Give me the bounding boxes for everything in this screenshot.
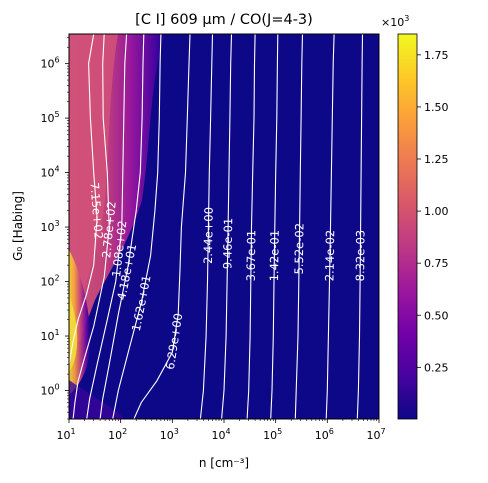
y-axis-label: G₀ [Habing] — [11, 191, 25, 261]
x-tick-label: 104 — [211, 427, 230, 442]
x-tick-base: 10 — [366, 429, 380, 442]
y-tick-exp: 0 — [54, 383, 59, 392]
x-tick-base: 10 — [56, 429, 70, 442]
x-tick-label: 102 — [108, 427, 127, 442]
heatmap-region-mid — [69, 34, 118, 330]
contour-label: 3.67e-01 — [244, 230, 259, 282]
contour-line — [356, 34, 364, 419]
x-tick-exp: 3 — [174, 427, 179, 436]
x-tick-label: 105 — [263, 427, 282, 442]
y-tick-base: 10 — [40, 221, 54, 234]
y-tick-exp: 2 — [54, 274, 59, 283]
y-tick-base: 10 — [40, 385, 54, 398]
colorbar-ticks: 0.25 0.50 0.75 1.00 1.25 1.50 1.75 — [417, 49, 449, 374]
colorbar-tick-label: 1.50 — [424, 101, 449, 114]
x-tick-label: 107 — [366, 427, 385, 442]
contour-line — [246, 34, 256, 419]
colorbar-multiplier-exp: 3 — [404, 14, 409, 23]
x-tick-label: 101 — [56, 427, 75, 442]
x-tick-base: 10 — [315, 429, 329, 442]
x-tick-label: 103 — [160, 427, 179, 442]
colorbar-multiplier: ×103 — [381, 14, 409, 29]
y-tick-label: 100 — [40, 383, 59, 398]
contour-label: 2.78e+02 — [99, 201, 119, 259]
y-tick-label: 104 — [40, 165, 59, 180]
y-tick-exp: 5 — [54, 110, 59, 119]
contour-line — [86, 34, 128, 419]
x-tick-exp: 6 — [329, 427, 334, 436]
y-tick-base: 10 — [40, 112, 54, 125]
contour-line — [99, 34, 145, 419]
x-tick-base: 10 — [211, 429, 225, 442]
contour-line — [72, 34, 110, 419]
x-tick-base: 10 — [160, 429, 174, 442]
x-tick-exp: 4 — [225, 427, 230, 436]
y-tick-label: 101 — [40, 328, 59, 343]
contour-lines — [69, 34, 364, 419]
colorbar-tick-label: 1.25 — [424, 153, 449, 166]
y-tick-exp: 6 — [54, 56, 59, 65]
colorbar-tick-label: 0.50 — [424, 309, 449, 322]
contour-line — [69, 34, 98, 365]
contour-line — [221, 34, 233, 419]
contour-line — [294, 34, 304, 419]
x-tick-exp: 5 — [277, 427, 282, 436]
contour-line — [112, 34, 162, 419]
contour-label: 5.52e-02 — [292, 223, 307, 275]
contour-label: 1.42e-01 — [267, 230, 282, 282]
chart-title: [C I] 609 µm / CO(J=4-3) — [135, 12, 313, 28]
contour-label: 2.44e+00 — [201, 207, 216, 264]
x-tick-base: 10 — [108, 429, 122, 442]
contour-label: 1.08e+02 — [109, 220, 129, 278]
contour-label: 7.15e+02 — [87, 182, 105, 240]
contour-label: 9.46e-01 — [220, 218, 235, 270]
contour-line — [325, 34, 335, 419]
y-tick-exp: 4 — [54, 165, 59, 174]
y-tick-label: 106 — [40, 56, 59, 71]
y-tick-exp: 1 — [54, 328, 59, 337]
contour-label: 2.14e-02 — [322, 230, 337, 282]
x-tick-exp: 2 — [122, 427, 127, 436]
y-tick-base: 10 — [40, 330, 54, 343]
x-tick-exp: 1 — [70, 427, 75, 436]
contour-line — [133, 34, 191, 419]
colorbar-tick-label: 0.75 — [424, 257, 449, 270]
contour-line — [270, 34, 279, 419]
y-tick-label: 103 — [40, 219, 59, 234]
y-tick-label: 105 — [40, 110, 59, 125]
x-tick-exp: 7 — [380, 427, 385, 436]
colorbar-tick-label: 1.75 — [424, 49, 449, 62]
colorbar-tick-label: 1.00 — [424, 205, 449, 218]
x-axis-label: n [cm⁻³] — [199, 456, 249, 470]
y-tick-label: 102 — [40, 274, 59, 289]
y-tick-base: 10 — [40, 276, 54, 289]
contour-line — [199, 34, 214, 419]
x-tick-label: 106 — [315, 427, 334, 442]
heatmap-region-fade — [69, 380, 125, 419]
colorbar-multiplier-base: ×10 — [381, 16, 404, 29]
heatmap-field — [69, 34, 364, 419]
x-tick-base: 10 — [263, 429, 277, 442]
colorbar-tick-label: 0.25 — [424, 361, 449, 374]
y-tick-base: 10 — [40, 167, 54, 180]
y-tick-exp: 3 — [54, 219, 59, 228]
y-tick-base: 10 — [40, 58, 54, 71]
x-axis-ticks: 101 102 103 104 105 106 107 — [56, 419, 386, 442]
contour-label: 8.32e-03 — [353, 230, 367, 282]
colorbar — [397, 33, 418, 420]
